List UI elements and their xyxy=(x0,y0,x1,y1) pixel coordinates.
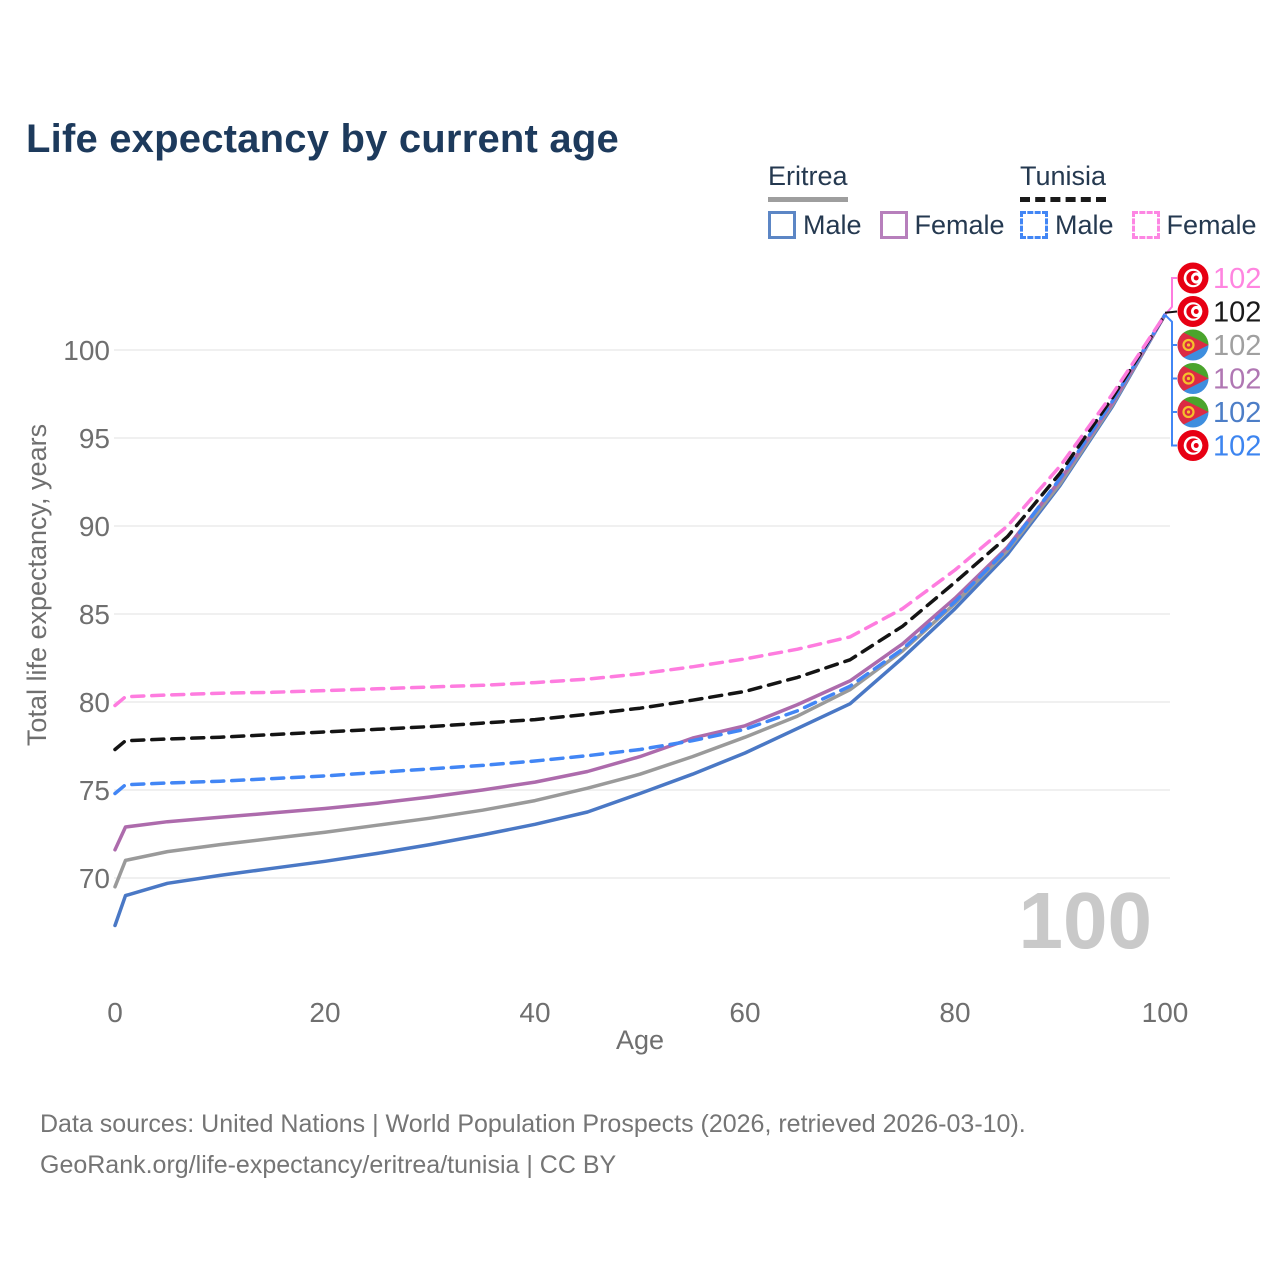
data-sources-text: Data sources: United Nations | World Pop… xyxy=(40,1110,1026,1138)
x-tick-label-20: 20 xyxy=(309,997,340,1028)
tunisia-female-swatch-icon xyxy=(1131,211,1160,240)
leader-line-mid xyxy=(1164,310,1178,314)
legend-row-eritrea: Male Female xyxy=(768,210,1005,241)
y-tick-label-100: 100 xyxy=(63,335,110,366)
x-axis-title: Age xyxy=(616,1025,664,1055)
y-tick-label-85: 85 xyxy=(79,599,110,630)
leader-line-down xyxy=(1164,314,1177,447)
y-tick-label-90: 90 xyxy=(79,511,110,542)
x-tick-label-80: 80 xyxy=(939,997,970,1028)
eritrea-flag-icon xyxy=(1177,329,1209,361)
eritrea-flag-icon xyxy=(1177,396,1209,428)
legend-item-eritrea-male[interactable]: Male xyxy=(768,210,862,241)
legend-group-eritrea-label[interactable]: Eritrea xyxy=(768,161,848,202)
tunisia-male-swatch-icon xyxy=(1020,211,1048,240)
series-line-eritrea-combined[interactable] xyxy=(113,313,1167,889)
end-value-label-eritrea-3: 102 xyxy=(1213,364,1261,396)
end-value-label-tunisia-0: 102 xyxy=(1213,263,1261,295)
x-tick-label-100: 100 xyxy=(1142,997,1189,1028)
legend-item-label: Female xyxy=(914,209,1005,240)
legend-group-eritrea: Eritrea Male Female xyxy=(768,161,1005,241)
x-tick-label-60: 60 xyxy=(729,997,760,1028)
legend-item-label: Male xyxy=(803,209,862,240)
series-line-tunisia-female[interactable] xyxy=(113,313,1167,708)
leader-line-up xyxy=(1164,277,1177,316)
page-title: Life expectancy by current age xyxy=(26,116,619,161)
legend-group-tunisia: Tunisia Male Female xyxy=(1020,161,1257,241)
tunisia-flag-icon xyxy=(1177,296,1209,327)
footer: Data sources: United Nations | World Pop… xyxy=(40,1104,1026,1186)
y-tick-label-75: 75 xyxy=(79,775,110,806)
y-tick-label-95: 95 xyxy=(79,423,110,454)
legend-item-label: Female xyxy=(1166,209,1257,240)
end-value-label-eritrea-2: 102 xyxy=(1213,330,1261,362)
legend-group-tunisia-label[interactable]: Tunisia xyxy=(1020,161,1107,202)
legend-item-tunisia-female[interactable]: Female xyxy=(1131,209,1257,241)
legend-item-eritrea-female[interactable]: Female xyxy=(879,209,1005,241)
end-value-label-eritrea-4: 102 xyxy=(1213,397,1261,429)
legend: Eritrea Male Female Tunisia Male Female xyxy=(0,161,1280,242)
age-indicator-watermark: 100 xyxy=(1019,876,1152,965)
legend-row-tunisia: Male Female xyxy=(1020,210,1257,241)
series-line-tunisia-combined[interactable] xyxy=(113,313,1167,752)
y-axis-title: Total life expectancy, years xyxy=(22,424,52,746)
y-tick-label-70: 70 xyxy=(79,863,110,894)
tunisia-flag-icon xyxy=(1177,262,1209,294)
eritrea-flag-icon xyxy=(1177,363,1209,394)
series-line-eritrea-female[interactable] xyxy=(113,313,1167,852)
end-value-label-tunisia-1: 102 xyxy=(1213,297,1261,329)
legend-item-tunisia-male[interactable]: Male xyxy=(1020,210,1114,241)
tunisia-flag-icon xyxy=(1177,430,1209,461)
x-tick-label-0: 0 xyxy=(107,997,123,1028)
eritrea-male-swatch-icon xyxy=(768,211,796,240)
series-line-tunisia-male[interactable] xyxy=(113,313,1167,796)
series-line-eritrea-male[interactable] xyxy=(113,313,1167,928)
eritrea-female-swatch-icon xyxy=(879,211,908,240)
attribution-link[interactable]: GeoRank.org/life-expectancy/eritrea/tuni… xyxy=(40,1151,617,1179)
y-tick-label-80: 80 xyxy=(79,687,110,718)
end-value-label-tunisia-5: 102 xyxy=(1213,431,1261,463)
x-tick-label-40: 40 xyxy=(519,997,550,1028)
legend-item-label: Male xyxy=(1055,209,1114,240)
